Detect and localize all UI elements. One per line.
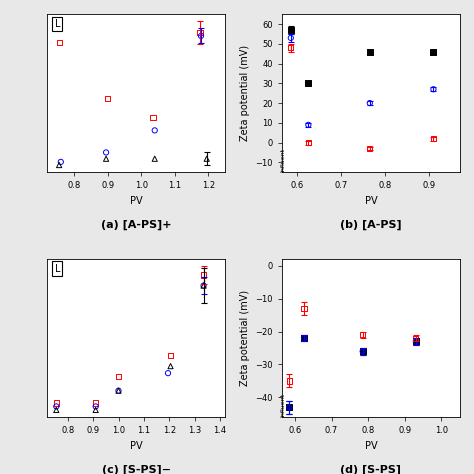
Point (92, 402, 100, 410)
Point (197, 32, 205, 40)
Point (287, 26, 295, 34)
X-axis label: PV: PV (130, 196, 143, 206)
Point (305, 80, 312, 87)
Point (429, 48, 437, 55)
Point (203, 155, 210, 163)
Point (57, 158, 64, 166)
Point (305, 121, 312, 128)
Point (412, 337, 419, 345)
Point (200, 282, 207, 289)
Point (102, 149, 110, 156)
Text: Influent: Influent (281, 393, 286, 417)
X-axis label: PV: PV (365, 196, 377, 206)
Point (300, 334, 308, 342)
Point (151, 155, 158, 163)
Point (300, 334, 308, 342)
X-axis label: PV: PV (130, 441, 143, 451)
Text: (d) [S-PS]: (d) [S-PS] (340, 465, 401, 474)
Point (287, 34, 295, 42)
Text: (b) [A-PS]: (b) [A-PS] (340, 219, 402, 230)
Point (55, 161, 63, 169)
Point (287, 44, 295, 52)
Point (366, 100, 374, 107)
Point (285, 403, 293, 411)
Point (164, 369, 172, 377)
Point (53, 402, 60, 410)
Point (285, 403, 293, 411)
Point (359, 331, 366, 338)
Point (151, 127, 158, 134)
Text: L: L (55, 264, 60, 274)
Y-axis label: Zeta potential (mV): Zeta potential (mV) (240, 290, 250, 386)
Point (102, 155, 110, 163)
Text: L: L (55, 19, 60, 29)
Point (285, 377, 293, 385)
Point (359, 347, 366, 355)
Point (366, 48, 374, 55)
Point (200, 271, 207, 279)
Point (104, 95, 111, 103)
Point (200, 282, 207, 289)
Text: (a) [A-PS]+: (a) [A-PS]+ (101, 219, 172, 230)
Point (53, 406, 60, 414)
Point (149, 114, 157, 122)
Point (92, 406, 100, 414)
Point (55, 38, 63, 46)
Point (115, 387, 122, 394)
Point (305, 139, 312, 146)
X-axis label: PV: PV (365, 441, 377, 451)
Point (115, 387, 122, 394)
Point (429, 85, 437, 93)
Point (429, 135, 437, 143)
Y-axis label: Zeta potential (mV): Zeta potential (mV) (240, 45, 250, 141)
Point (167, 352, 174, 359)
Point (167, 362, 174, 370)
Point (53, 399, 60, 407)
Text: Influent: Influent (281, 148, 286, 172)
Point (412, 334, 419, 342)
Point (92, 399, 100, 407)
Point (300, 305, 308, 312)
Point (359, 347, 366, 355)
Text: (c) [S-PS]−: (c) [S-PS]− (102, 465, 171, 474)
Point (366, 145, 374, 152)
Point (196, 29, 204, 36)
Point (115, 373, 122, 381)
Point (412, 337, 419, 345)
